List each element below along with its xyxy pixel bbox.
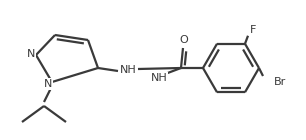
Text: F: F bbox=[250, 25, 256, 35]
Text: Br: Br bbox=[274, 77, 286, 87]
Text: N: N bbox=[27, 49, 35, 59]
Text: NH: NH bbox=[120, 65, 136, 75]
Text: N: N bbox=[44, 79, 52, 89]
Text: O: O bbox=[180, 35, 188, 45]
Text: NH: NH bbox=[151, 73, 167, 83]
